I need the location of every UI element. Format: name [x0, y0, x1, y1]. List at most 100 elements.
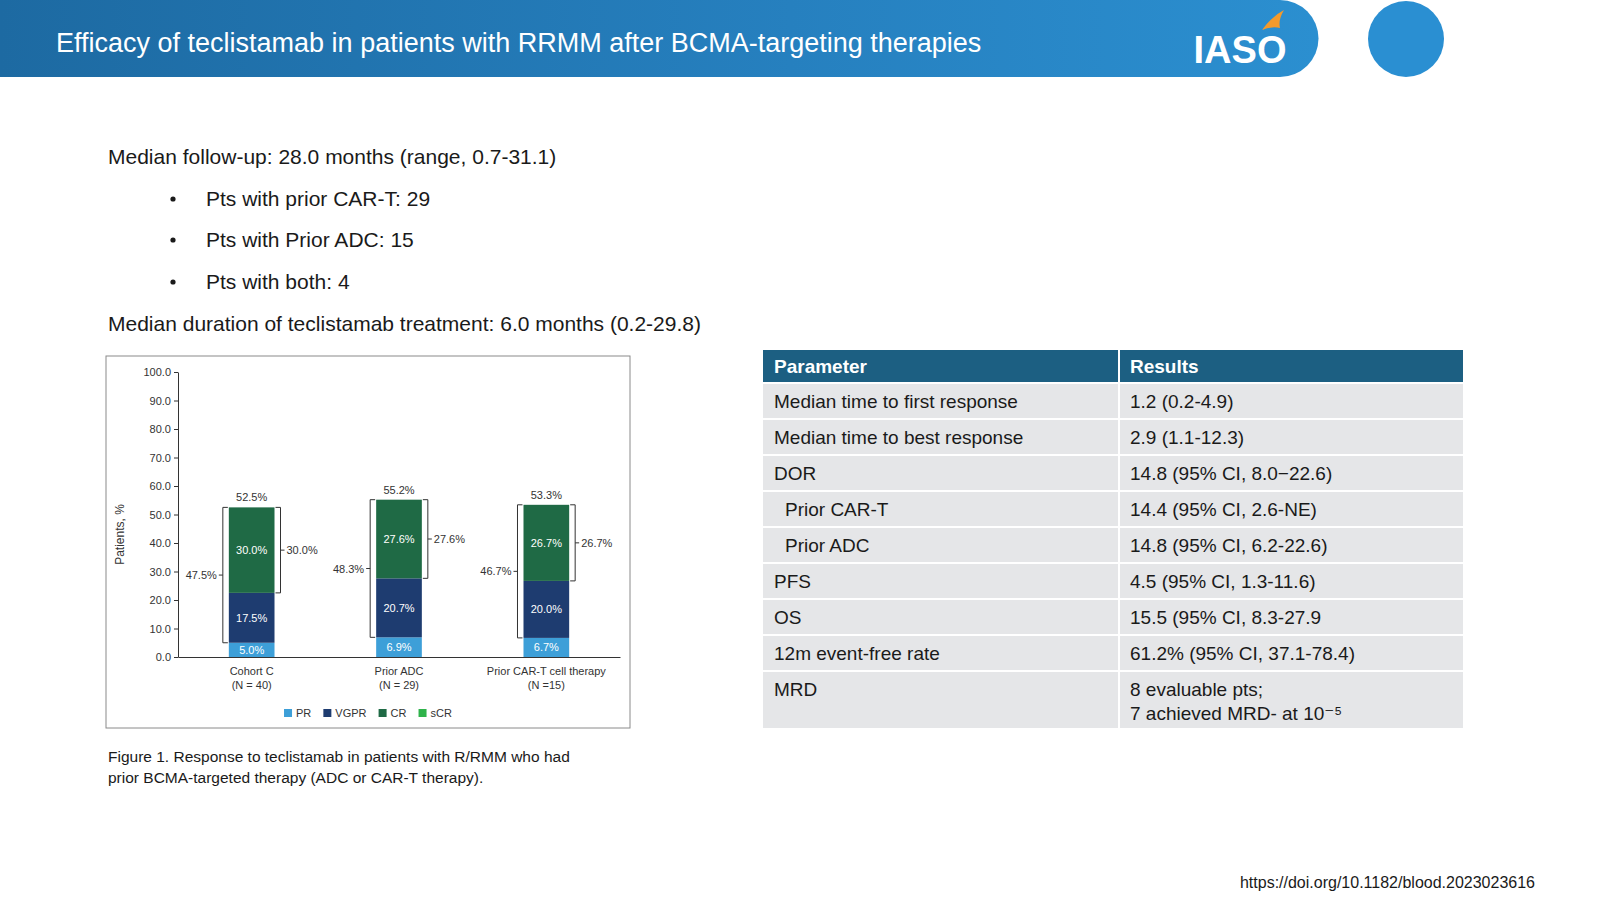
- y-tick-mark: [174, 572, 178, 573]
- legend-swatch: [323, 709, 331, 717]
- table-row-bg: [763, 564, 1463, 598]
- bar-segment: [229, 507, 275, 593]
- y-tick: 0.0: [156, 651, 178, 663]
- table-cell: Prior CAR-T: [785, 499, 889, 520]
- bracket-left: [219, 507, 228, 642]
- bracket-left-label: 48.3%: [333, 563, 364, 575]
- y-axis: 0.0 10.0 20.0 30.0 40.0 50.0 60.0 70.0 80.0 90.0 1…: [143, 366, 178, 663]
- table-cell: Median time to best response: [774, 427, 1023, 448]
- tspan: Prior CAR-T cell therapy: [487, 665, 606, 677]
- tspan: (N = 29): [379, 679, 419, 691]
- bar-segment: [229, 507, 275, 508]
- y-tick: 90.0: [150, 395, 178, 407]
- table-divider: [1118, 420, 1120, 454]
- total-label: 52.5%: [236, 491, 267, 503]
- bullet-dot: [170, 237, 175, 242]
- table-header: Results: [1130, 356, 1199, 377]
- x-tick: Prior CAR-T cell therapy (N =15): [487, 665, 606, 691]
- bar-segment: [523, 638, 569, 657]
- total-label: 53.3%: [531, 489, 562, 501]
- tspan: (N = 40): [232, 679, 272, 691]
- x-tick-label: Prior ADC (N = 29): [375, 665, 424, 691]
- table-row-bg: [763, 456, 1463, 490]
- table-divider: [1118, 528, 1120, 562]
- table-cell: 8 evaluable pts;: [1130, 679, 1263, 700]
- y-tick-label: 90.0: [150, 395, 171, 407]
- legend-swatch: [379, 709, 387, 717]
- y-tick: 80.0: [150, 423, 178, 435]
- table-cell: Median time to first response: [774, 391, 1018, 412]
- bracket-left: [513, 505, 522, 638]
- y-tick-mark: [174, 657, 178, 658]
- x-tick: Prior ADC (N = 29): [375, 665, 424, 691]
- y-tick: 40.0: [150, 537, 178, 549]
- annotations: 52.5%47.5%30.0%55.2%48.3%27.6%53.3%46.7%…: [186, 484, 613, 643]
- table: ParameterResultsMedian time to first res…: [763, 350, 1463, 728]
- table-cell: 1.2 (0.2-4.9): [1130, 391, 1234, 412]
- data-label: 5.0%: [239, 644, 264, 656]
- bullet-dot: [170, 196, 175, 201]
- table-row-bg: [763, 384, 1463, 418]
- y-tick-label: 30.0: [150, 566, 171, 578]
- x-tick-label: Cohort C (N = 40): [230, 665, 274, 691]
- y-tick-label: 20.0: [150, 594, 171, 606]
- table-cell: Prior ADC: [785, 535, 869, 556]
- table-row-bg: [763, 420, 1463, 454]
- tspan: Cohort C: [230, 665, 274, 677]
- bracket-right-label: 27.6%: [434, 533, 465, 545]
- tspan: Prior ADC: [375, 665, 424, 677]
- table-row-bg: [763, 636, 1463, 670]
- table-cell: MRD: [774, 679, 817, 700]
- bracket-right-label: 26.7%: [581, 537, 612, 549]
- table-cell: OS: [774, 607, 801, 628]
- legend-label: CR: [391, 707, 407, 719]
- follow-up: Median follow-up: 28.0 months (range, 0.…: [108, 145, 556, 168]
- bracket-left: [366, 500, 375, 638]
- table-cell: 61.2% (95% CI, 37.1-78.4): [1130, 643, 1355, 664]
- data-label: 6.9%: [386, 641, 411, 653]
- table-cell: 2.9 (1.1-12.3): [1130, 427, 1244, 448]
- table-cell: DOR: [774, 463, 816, 484]
- legend-label: sCR: [431, 707, 452, 719]
- bar-segment: [376, 578, 422, 637]
- table-cell: 15.5 (95% CI, 8.3-27.9: [1130, 607, 1321, 628]
- y-tick-mark: [174, 429, 178, 430]
- table-row-bg: [763, 528, 1463, 562]
- table-divider: [1118, 456, 1120, 490]
- legend-label: VGPR: [335, 707, 366, 719]
- chart-frame: [106, 356, 630, 728]
- y-tick-mark: [174, 401, 178, 402]
- x-axis-line: [179, 657, 621, 658]
- x-tick: Cohort C (N = 40): [230, 665, 274, 691]
- header-band: [0, 0, 1319, 77]
- table-cell: 4.5 (95% CI, 1.3-11.6): [1130, 571, 1316, 592]
- y-tick-label: 0.0: [156, 651, 171, 663]
- bar-segment: [523, 505, 569, 581]
- bar-segment: [523, 581, 569, 638]
- y-tick: 50.0: [150, 509, 178, 521]
- duration: Median duration of teclistamab treatment…: [108, 312, 701, 335]
- table-divider: [1118, 600, 1120, 634]
- legend-item: PR: [284, 707, 311, 719]
- bar-segment: [376, 499, 422, 500]
- y-tick-label: 60.0: [150, 480, 171, 492]
- y-tick-label: 10.0: [150, 623, 171, 635]
- table-divider: [1118, 564, 1120, 598]
- legend-item: CR: [379, 707, 407, 719]
- source-link: https://doi.org/10.1182/blood.2023023616: [1240, 874, 1535, 891]
- table-divider: [1118, 636, 1120, 670]
- y-tick: 70.0: [150, 452, 178, 464]
- table-cell: 7 achieved MRD- at 10⁻⁵: [1130, 703, 1342, 724]
- legend-swatch: [419, 709, 427, 717]
- bullet-text: Pts with prior CAR-T: 29: [206, 187, 430, 210]
- bracket-left-label: 47.5%: [186, 569, 217, 581]
- table-cell: 12m event-free rate: [774, 643, 940, 664]
- y-tick-label: 100.0: [143, 366, 171, 378]
- tspan: (N =15): [528, 679, 565, 691]
- bracket-left-label: 46.7%: [480, 565, 511, 577]
- data-label: 26.7%: [531, 537, 562, 549]
- table-row-bg: [763, 672, 1463, 728]
- y-tick-mark: [174, 543, 178, 544]
- legend-item: VGPR: [323, 707, 366, 719]
- y-tick: 30.0: [150, 566, 178, 578]
